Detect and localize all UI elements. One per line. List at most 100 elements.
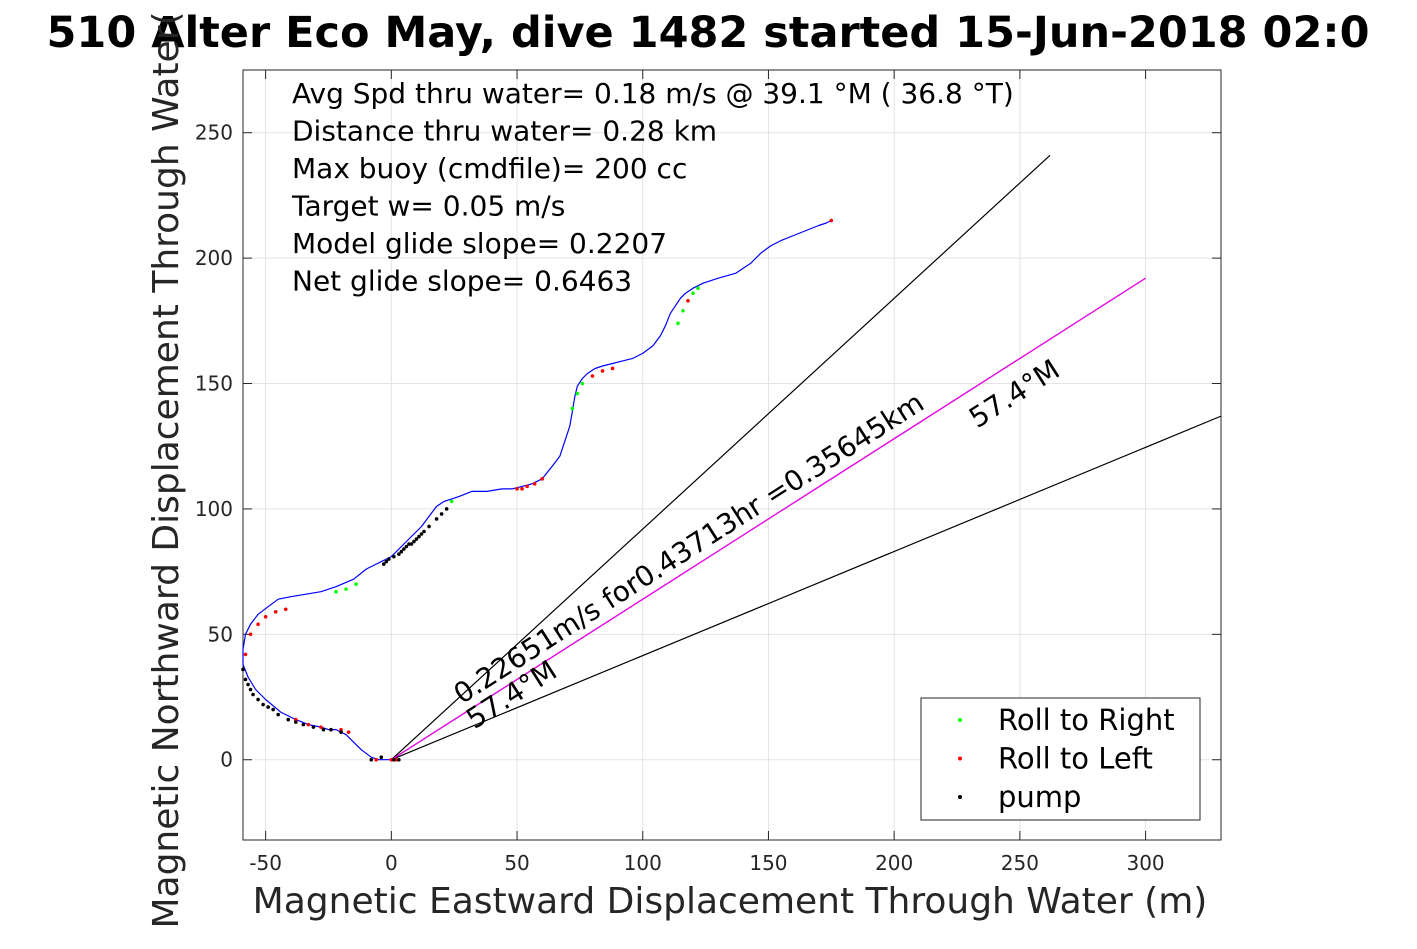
x-tick-label: -50: [249, 851, 282, 875]
marker-pump: [301, 722, 306, 727]
marker-roll-left: [346, 730, 351, 734]
marker-pump: [248, 687, 253, 692]
marker-roll-right: [691, 291, 695, 296]
marker-pump: [412, 539, 416, 544]
marker-pump: [417, 534, 421, 539]
marker-roll-right: [449, 499, 454, 504]
marker-pump: [387, 557, 391, 561]
marker-pump: [427, 524, 431, 529]
x-tick-labels: -50 0 50 100 150 200 250 300: [249, 851, 1164, 875]
grid: [243, 70, 1221, 840]
marker-pump: [339, 730, 343, 734]
marker-pump: [392, 554, 396, 559]
legend-marker: [958, 756, 962, 761]
marker-roll-left: [525, 484, 529, 489]
info-line: Model glide slope= 0.2207: [292, 227, 667, 260]
marker-pump: [271, 707, 275, 712]
marker-roll-right: [570, 406, 575, 411]
marker-roll-left: [306, 722, 311, 727]
info-line: Avg Spd thru water= 0.18 m/s @ 39.1 °M (…: [292, 77, 1014, 110]
marker-pump: [409, 542, 414, 546]
marker-pump: [384, 559, 389, 564]
marker-roll-left: [394, 757, 399, 762]
marker-pump: [241, 667, 245, 672]
marker-roll-right: [344, 587, 348, 591]
marker-roll-right: [580, 381, 585, 386]
marker-roll-left: [293, 717, 298, 722]
marker-pump: [439, 512, 444, 516]
marker-pump: [434, 517, 439, 521]
marker-pump: [422, 529, 426, 534]
marker-roll-right: [681, 308, 685, 313]
y-tick-labels: 0 50 100 150 200 250: [195, 121, 233, 772]
marker-pump: [397, 552, 401, 556]
legend-label: Roll to Right: [998, 703, 1175, 737]
x-tick-label: 250: [1001, 851, 1039, 875]
marker-roll-left: [520, 487, 524, 491]
marker-roll-left: [243, 652, 248, 657]
info-text-block: Avg Spd thru water= 0.18 m/s @ 39.1 °M (…: [291, 77, 1014, 298]
y-tick-label: 100: [195, 497, 233, 521]
marker-pump: [381, 562, 386, 566]
marker-pump: [251, 692, 255, 697]
marker-roll-left: [283, 607, 288, 612]
marker-roll-left: [829, 218, 834, 223]
x-tick-label: 200: [875, 851, 913, 875]
legend: Roll to Right Roll to Left pump: [920, 697, 1201, 821]
info-line: Distance thru water= 0.28 km: [292, 115, 717, 148]
x-tick-label: 0: [385, 851, 398, 875]
series-line-glide-path: [390, 277, 1146, 761]
y-tick-label: 50: [208, 622, 233, 646]
marker-pump: [311, 725, 316, 729]
marker-pump: [286, 717, 291, 722]
marker-pump: [379, 755, 384, 760]
legend-marker: [958, 718, 962, 722]
marker-pump: [399, 549, 404, 554]
tick-marks: [243, 70, 1221, 840]
marker-pump: [256, 697, 260, 702]
marker-roll-right: [696, 286, 700, 291]
marker-roll-right: [676, 321, 680, 326]
legend-label: Roll to Left: [998, 742, 1153, 776]
marker-pump: [293, 720, 298, 724]
reference-line: [391, 415, 1222, 761]
marker-roll-right: [354, 582, 358, 586]
marker-pump: [321, 727, 326, 732]
info-line: Target w= 0.05 m/s: [291, 190, 565, 223]
x-tick-label: 100: [624, 851, 662, 875]
marker-pump: [276, 712, 280, 717]
marker-pump: [392, 757, 396, 762]
marker-roll-left: [339, 727, 343, 732]
x-tick-label: 300: [1126, 851, 1164, 875]
marker-roll-left: [532, 482, 537, 486]
legend-items: Roll to Right Roll to Left pump: [958, 703, 1175, 814]
marker-roll-left: [374, 757, 379, 762]
marker-roll-left: [256, 622, 260, 627]
marker-pump: [414, 537, 419, 541]
marker-roll-left: [515, 487, 519, 491]
marker-roll-left: [590, 374, 595, 378]
marker-roll-left: [610, 366, 615, 371]
marker-roll-left: [686, 298, 690, 303]
y-axis-label: Magnetic Northward Displacement Through …: [146, 11, 187, 928]
markers: [241, 218, 834, 762]
x-tick-label: 50: [504, 851, 529, 875]
marker-roll-left: [319, 725, 323, 729]
y-tick-label: 250: [195, 121, 233, 145]
info-line: Net glide slope= 0.6463: [292, 265, 632, 298]
legend-marker: [958, 795, 962, 799]
marker-roll-right: [575, 391, 580, 396]
marker-roll-left: [600, 369, 605, 373]
series-line-track: [242, 219, 832, 761]
marker-pump: [243, 677, 248, 682]
y-tick-label: 200: [195, 246, 233, 270]
plot-frame: [242, 69, 1222, 841]
marker-roll-left: [263, 614, 268, 619]
reference-line: [390, 154, 1051, 761]
marker-pump: [402, 547, 406, 551]
marker-pump: [444, 507, 449, 511]
marker-pump: [404, 544, 409, 549]
marker-pump: [246, 682, 250, 687]
